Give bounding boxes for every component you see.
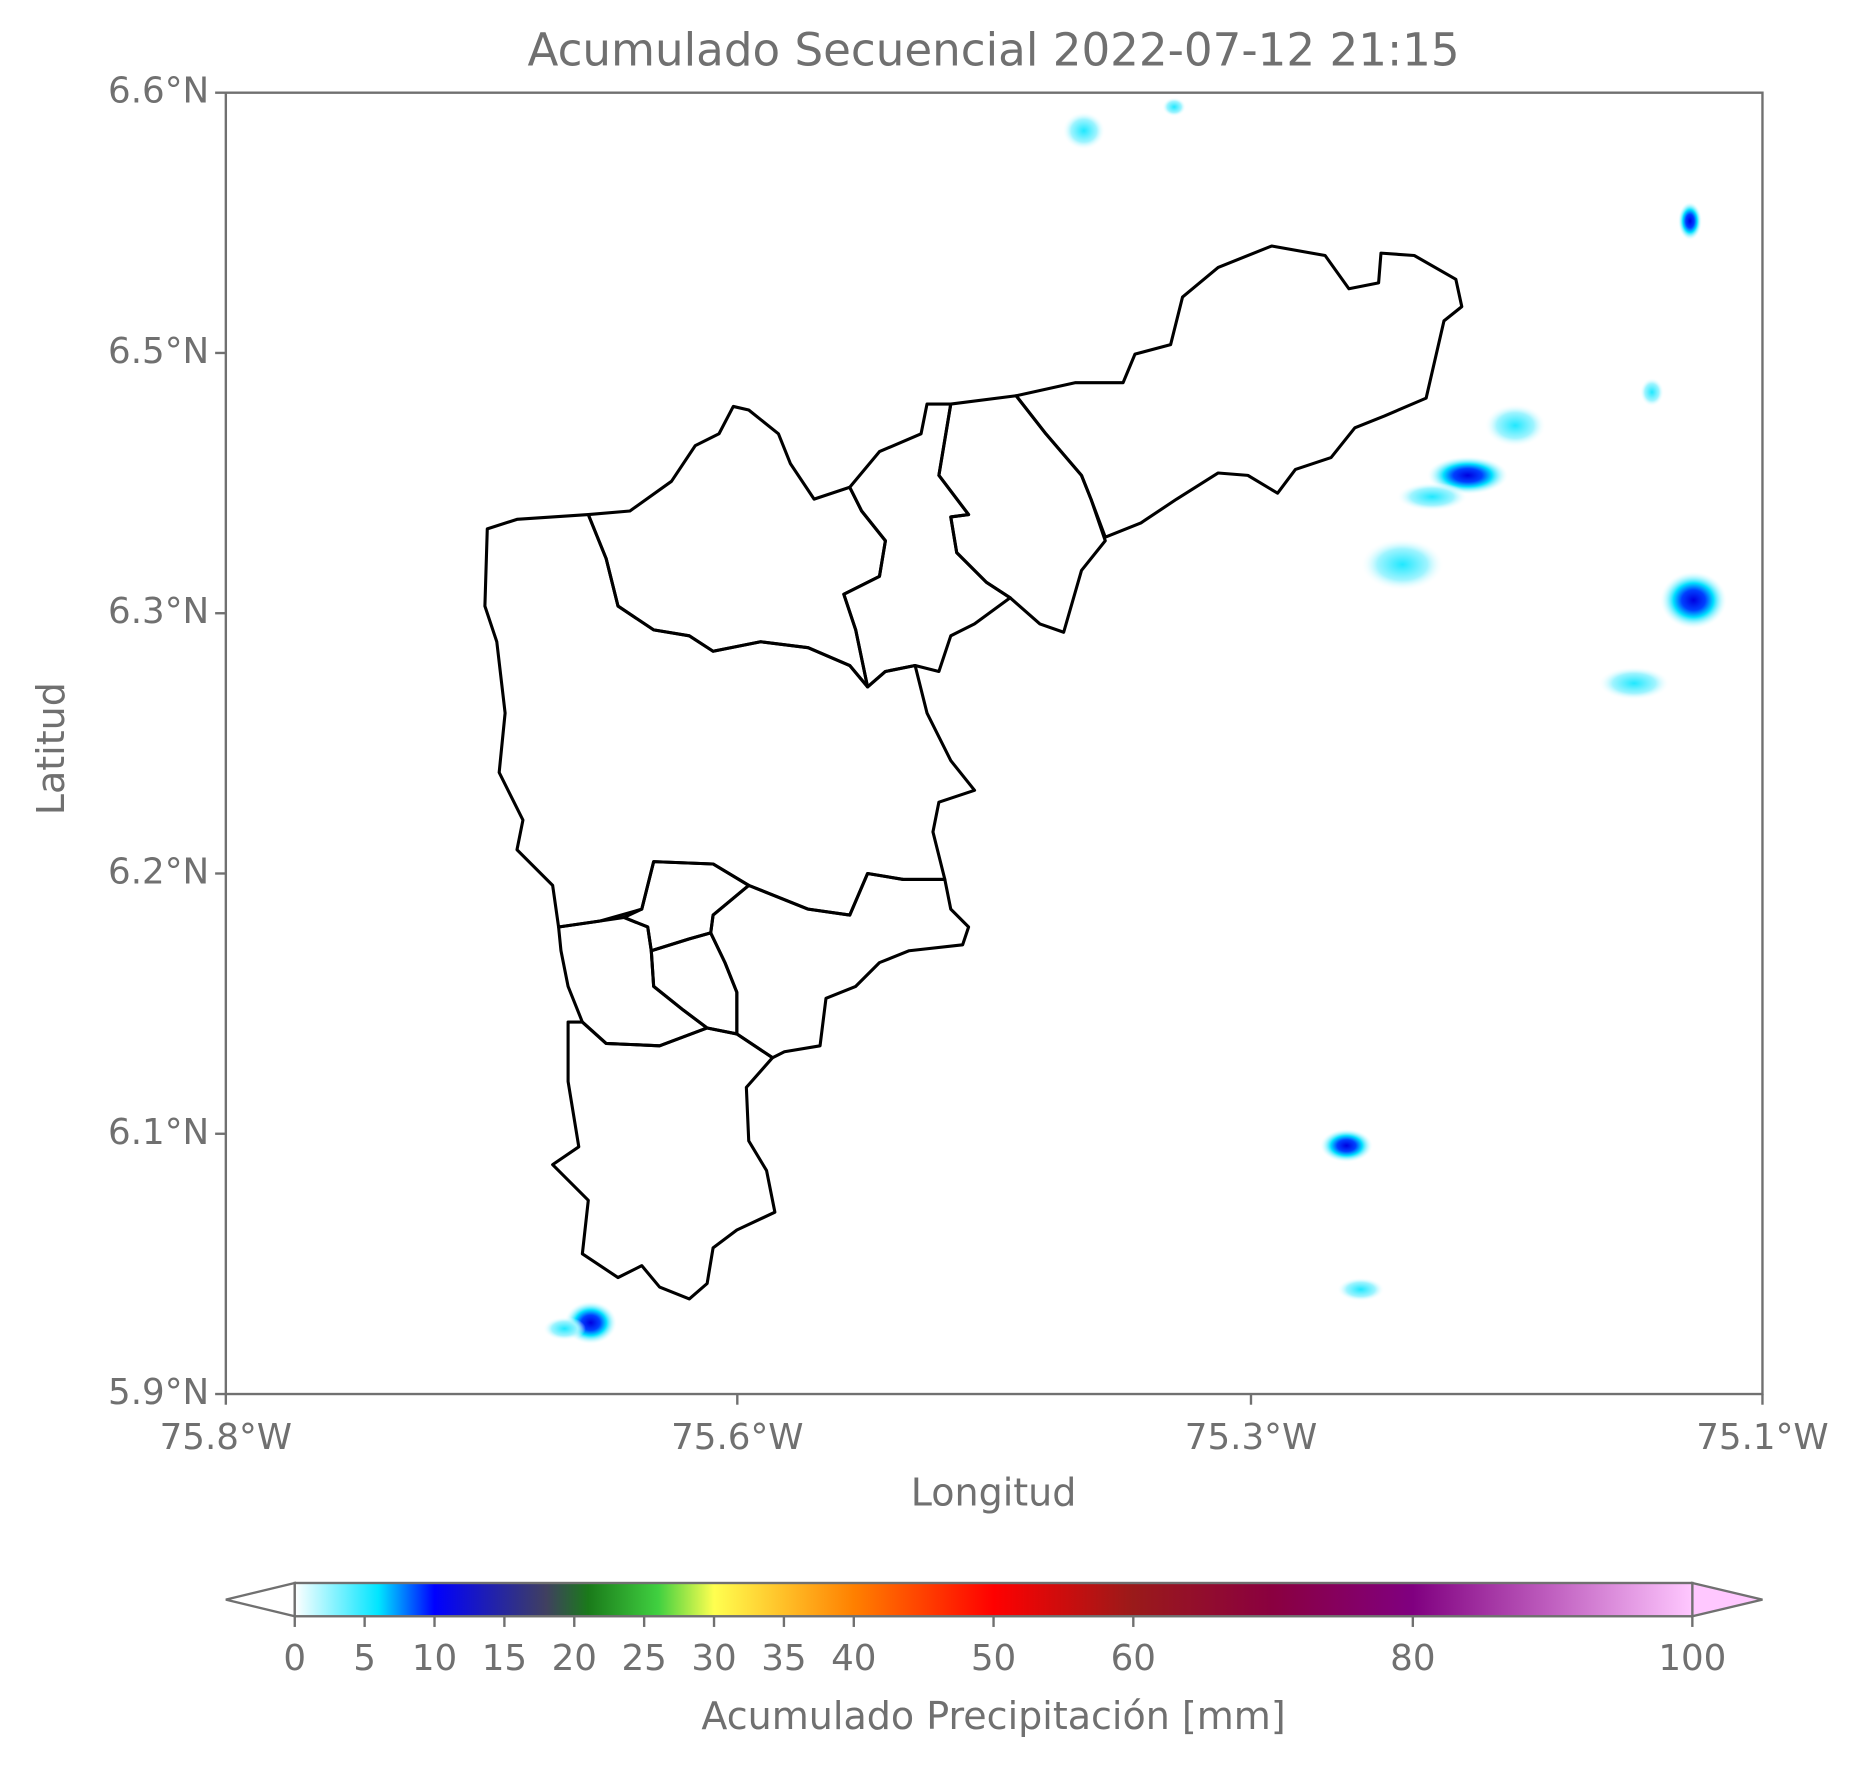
- region-outlines: [483, 244, 1464, 1301]
- colorbar-tick-label: 100: [1658, 1638, 1726, 1679]
- rain-cells: [543, 97, 1727, 1345]
- y-tick-label: 6.2°N: [108, 851, 209, 892]
- rain-cell: [1598, 666, 1670, 700]
- colorbar-tick-label: 25: [621, 1638, 666, 1679]
- rain-cell: [1484, 404, 1547, 447]
- rain-cell: [1162, 97, 1187, 117]
- chart-title: Acumulado Secuencial 2022-07-12 21:15: [527, 23, 1459, 76]
- x-tick-label: 75.6°W: [671, 1417, 803, 1458]
- y-tick-label: 5.9°N: [108, 1372, 209, 1413]
- region: [557, 915, 709, 1048]
- colorbar-tick-label: 40: [831, 1638, 876, 1679]
- x-tick-label: 75.8°W: [160, 1417, 292, 1458]
- colorbar-tick-label: 15: [482, 1638, 527, 1679]
- colorbar-tick-label: 35: [761, 1638, 806, 1679]
- rain-cell: [1320, 1129, 1373, 1163]
- region: [551, 1020, 777, 1301]
- region: [483, 513, 977, 929]
- x-axis-label: Longitud: [911, 1471, 1077, 1515]
- plot-frame: [224, 91, 1764, 1396]
- colorbar-extend-high: [1691, 1581, 1763, 1618]
- region: [1014, 244, 1464, 539]
- colorbar-tick-label: 20: [552, 1638, 597, 1679]
- colorbar-tick-label: 50: [971, 1638, 1016, 1679]
- colorbar-tick-label: 80: [1390, 1638, 1435, 1679]
- colorbar-label: Acumulado Precipitación [mm]: [701, 1694, 1285, 1738]
- colorbar-tick-label: 30: [691, 1638, 736, 1679]
- rain-cell: [1678, 202, 1702, 241]
- rain-cell: [1360, 538, 1444, 591]
- colorbar-tick-label: 0: [283, 1638, 306, 1679]
- region: [842, 402, 1012, 689]
- rain-cell: [1396, 482, 1468, 512]
- region: [586, 404, 887, 689]
- rain-cell: [543, 1316, 586, 1341]
- x-tick-label: 75.3°W: [1185, 1417, 1317, 1458]
- y-tick-label: 6.6°N: [108, 71, 209, 112]
- rain-cell: [1660, 571, 1727, 629]
- y-tick-label: 6.5°N: [108, 331, 209, 372]
- region: [622, 860, 751, 953]
- rain-cell: [1337, 1277, 1385, 1302]
- colorbar-extend-low: [225, 1581, 296, 1618]
- colorbar-tick-label: 60: [1111, 1638, 1156, 1679]
- x-tick-label: 75.1°W: [1696, 1417, 1828, 1458]
- y-axis-label: Latitud: [29, 682, 73, 815]
- colorbar-tick-label: 10: [412, 1638, 457, 1679]
- region: [709, 871, 971, 1060]
- rain-cell: [1640, 377, 1664, 407]
- colorbar-tick-label: 5: [353, 1638, 376, 1679]
- rain-cell: [1062, 111, 1106, 150]
- colorbar: [293, 1581, 1694, 1618]
- y-tick-label: 6.1°N: [108, 1112, 209, 1153]
- y-tick-label: 6.3°N: [108, 591, 209, 632]
